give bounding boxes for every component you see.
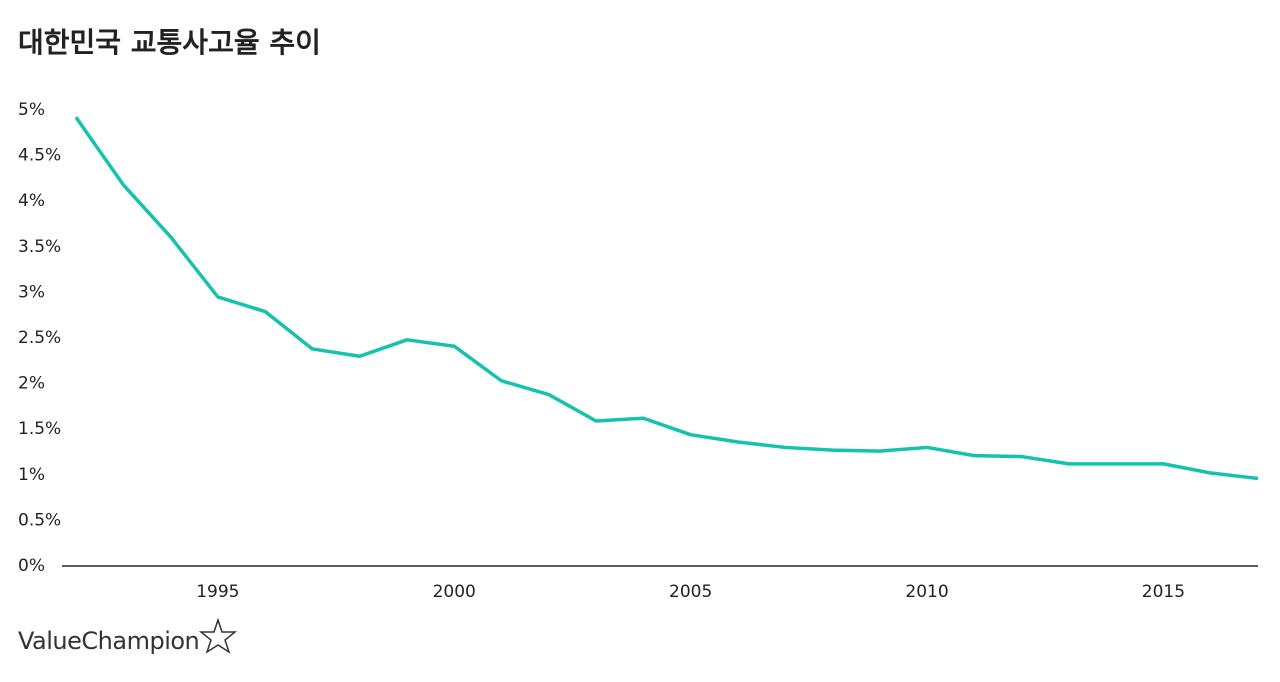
y-tick-label: 3.5% bbox=[18, 237, 61, 257]
y-tick-label: 4.5% bbox=[18, 146, 61, 166]
brand-logo: ValueChampion bbox=[18, 627, 199, 655]
y-tick-label: 1% bbox=[18, 465, 45, 485]
y-tick-label: 2% bbox=[18, 374, 45, 394]
chart-title: 대한민국 교통사고율 추이 bbox=[18, 26, 321, 59]
brand-star bbox=[198, 617, 238, 654]
y-tick-label: 1.5% bbox=[18, 419, 61, 439]
data-line bbox=[74, 116, 1259, 481]
x-tick-label: 2005 bbox=[669, 582, 712, 602]
y-tick-label: 0% bbox=[18, 556, 45, 576]
x-tick-label: 2010 bbox=[905, 582, 948, 602]
x-tick-label: 2000 bbox=[433, 582, 476, 602]
y-tick-label: 2.5% bbox=[18, 328, 61, 348]
y-tick-label: 0.5% bbox=[18, 510, 61, 530]
y-tick-label: 5% bbox=[18, 100, 45, 120]
y-tick-label: 4% bbox=[18, 191, 45, 211]
x-tick-label: 2015 bbox=[1142, 582, 1185, 602]
x-tick-label: 1995 bbox=[196, 582, 239, 602]
y-tick-label: 3% bbox=[18, 282, 45, 302]
